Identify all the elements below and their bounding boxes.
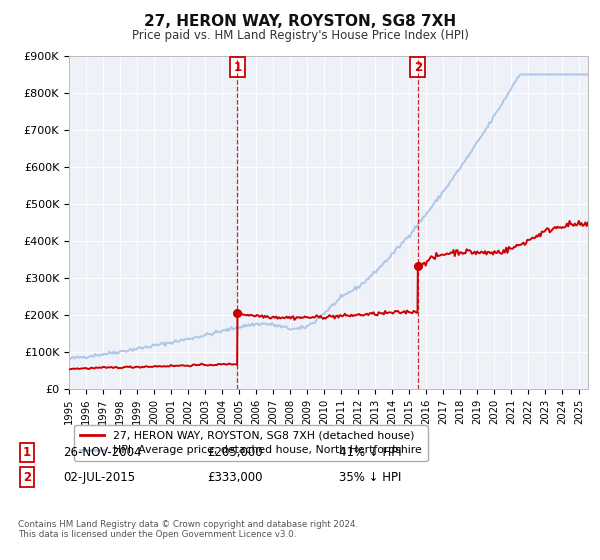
Text: 2: 2 xyxy=(414,60,422,73)
Text: Price paid vs. HM Land Registry's House Price Index (HPI): Price paid vs. HM Land Registry's House … xyxy=(131,29,469,42)
Text: 1: 1 xyxy=(233,60,242,73)
Legend: 27, HERON WAY, ROYSTON, SG8 7XH (detached house), HPI: Average price, detached h: 27, HERON WAY, ROYSTON, SG8 7XH (detache… xyxy=(74,424,428,461)
Text: 2: 2 xyxy=(23,470,31,484)
Text: 26-NOV-2004: 26-NOV-2004 xyxy=(63,446,142,459)
Text: Contains HM Land Registry data © Crown copyright and database right 2024.
This d: Contains HM Land Registry data © Crown c… xyxy=(18,520,358,539)
Text: £205,000: £205,000 xyxy=(207,446,263,459)
Text: 27, HERON WAY, ROYSTON, SG8 7XH: 27, HERON WAY, ROYSTON, SG8 7XH xyxy=(144,14,456,29)
Text: 1: 1 xyxy=(23,446,31,459)
Text: 02-JUL-2015: 02-JUL-2015 xyxy=(63,470,135,484)
Text: 35% ↓ HPI: 35% ↓ HPI xyxy=(339,470,401,484)
Text: 41% ↓ HPI: 41% ↓ HPI xyxy=(339,446,401,459)
Text: £333,000: £333,000 xyxy=(207,470,263,484)
